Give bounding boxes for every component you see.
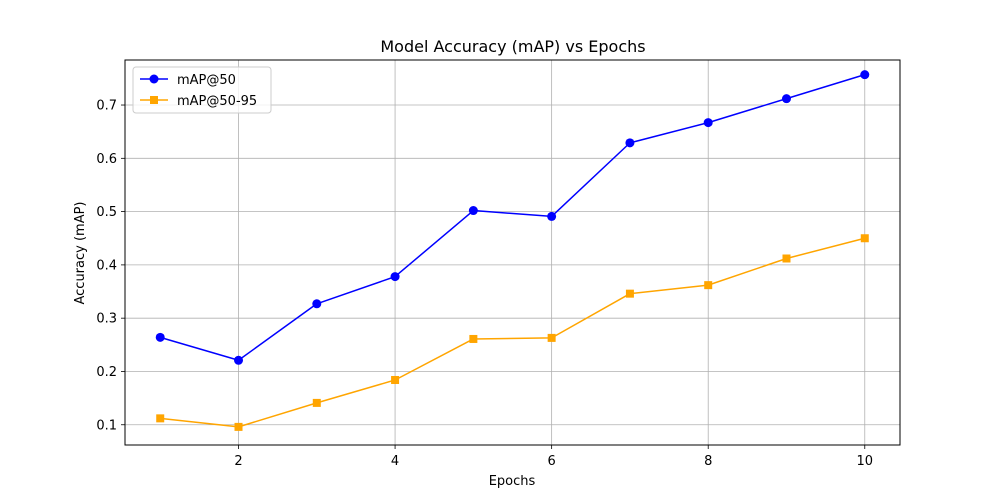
data-point-map-50 [390,272,400,282]
y-tick-label: 0.6 [96,152,117,167]
y-tick-label: 0.7 [96,99,117,114]
data-point-map-50 [468,206,478,216]
series-line-map-50-95 [160,237,865,428]
data-point-map-50 [860,70,870,80]
data-point-map-50 [155,332,165,342]
x-tick-label: 6 [548,454,556,469]
y-tick-label: 0.4 [96,258,117,273]
y-tick-label: 0.3 [96,312,117,327]
data-point-map-50-95 [704,281,713,290]
data-point-map-50-95 [234,422,243,431]
x-tick-label: 8 [704,454,712,469]
x-tick-label: 4 [391,454,399,469]
chart-title: Model Accuracy (mAP) vs Epochs [380,37,645,56]
plot-frame [124,59,901,446]
data-point-map-50 [234,355,244,365]
data-point-map-50 [312,299,322,309]
data-point-map-50-95 [156,414,165,423]
series-layer [155,70,870,431]
series-line-map-50 [160,73,865,362]
x-tick-label: 10 [856,454,873,469]
axis-ticks: 2 4 6 8 10 0.1 0.2 0.3 0.4 0.5 0.6 0.7 [96,99,873,469]
legend-label-map50: mAP@50 [177,73,236,88]
data-point-map-50-95 [312,398,321,407]
y-tick-label: 0.2 [96,365,117,380]
y-axis-label: Accuracy (mAP) [73,201,88,304]
legend: mAP@50 mAP@50-95 [132,66,272,114]
data-point-map-50-95 [625,289,634,298]
legend-label-map50-95: mAP@50-95 [177,94,257,109]
y-tick-label: 0.5 [96,205,117,220]
data-point-map-50-95 [782,254,791,263]
legend-marker-map50 [149,74,159,84]
data-point-map-50-95 [469,334,478,343]
data-point-map-50-95 [391,375,400,384]
data-point-map-50 [547,211,557,221]
y-tick-label: 0.1 [96,418,117,433]
data-point-map-50-95 [860,234,869,243]
data-point-map-50-95 [547,333,556,342]
data-point-map-50 [625,138,635,148]
data-point-map-50 [703,118,713,128]
x-axis-label: Epochs [489,474,536,489]
x-tick-label: 2 [234,454,242,469]
grid [125,60,900,445]
legend-marker-map50-95 [150,96,158,104]
data-point-map-50 [781,94,791,104]
